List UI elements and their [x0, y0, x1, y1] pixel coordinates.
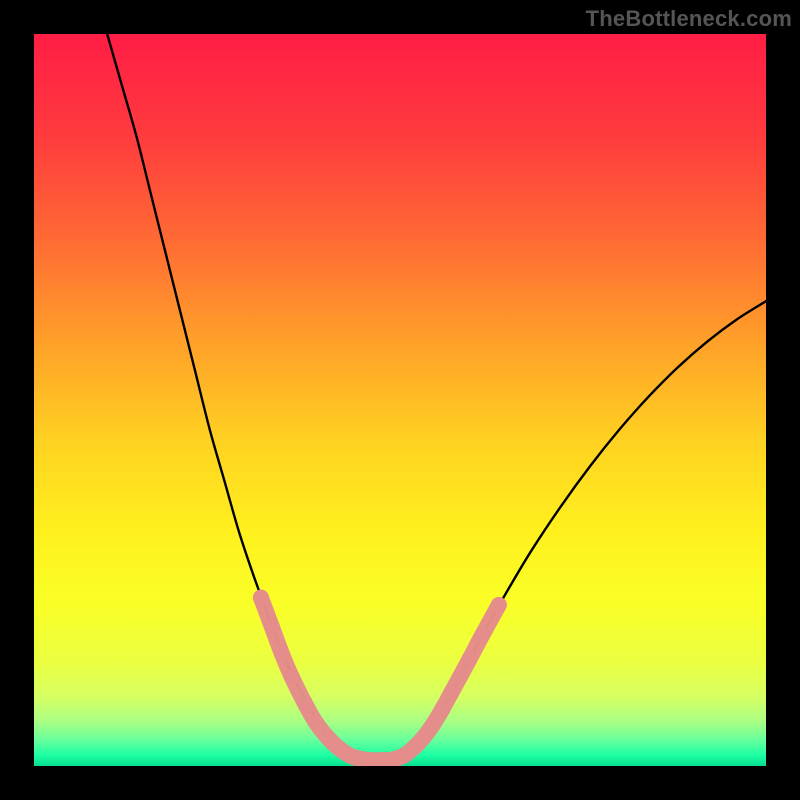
- plot-area: [34, 34, 766, 766]
- watermark-text: TheBottleneck.com: [586, 6, 792, 32]
- gradient-background: [34, 34, 766, 766]
- chart-frame: TheBottleneck.com: [0, 0, 800, 800]
